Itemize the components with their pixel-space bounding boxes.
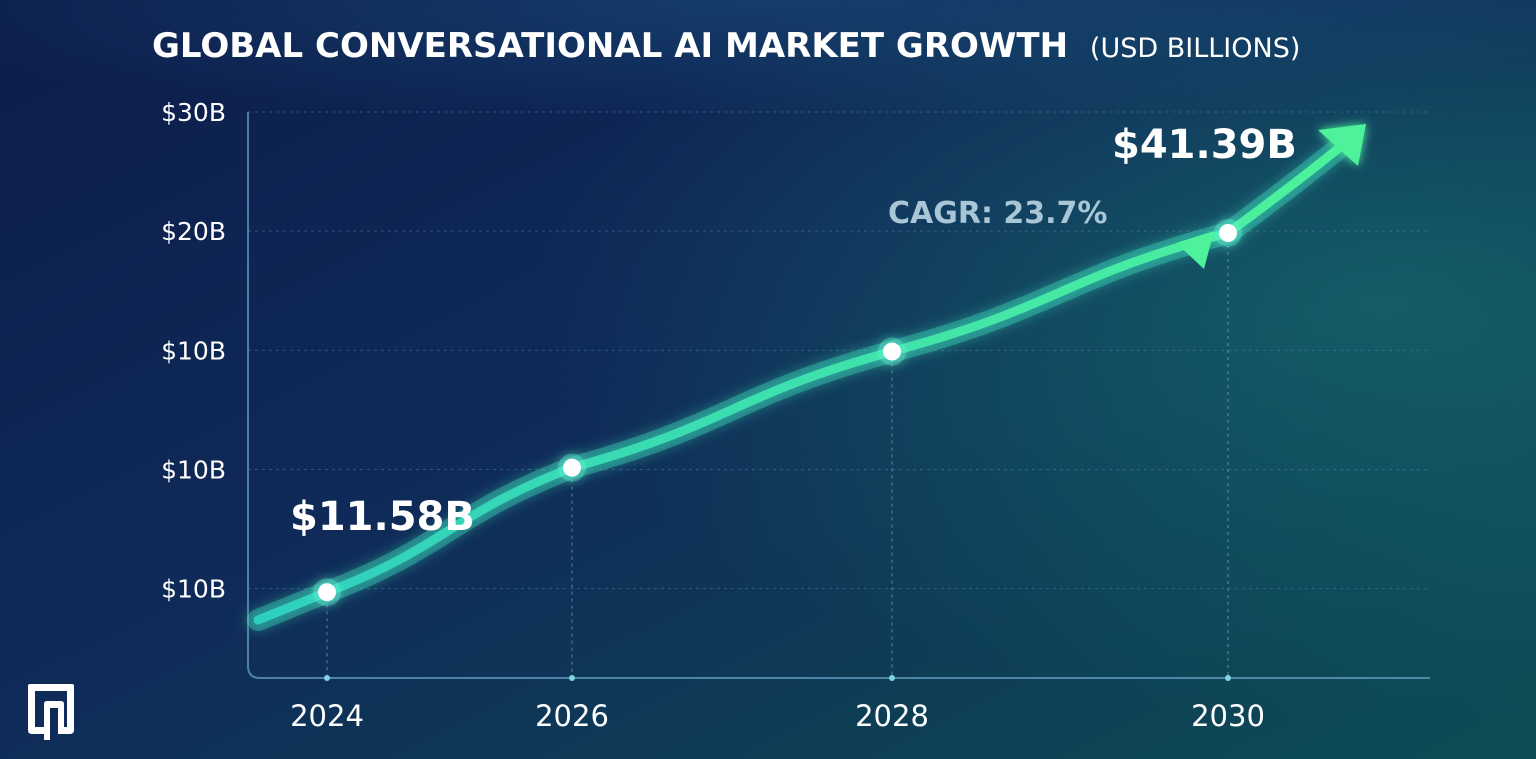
labels: $30B $20B $10B $10B $10B 2024 2026 2028 2030 [161,98,1265,733]
x-tick-mark [1225,675,1231,681]
data-point [563,458,581,477]
arrow-head [1318,124,1366,166]
series [247,124,1366,631]
cagr-label: CAGR: 23.7% [888,196,1107,231]
title-glow [0,0,1536,200]
axes [247,112,1430,681]
data-point [318,583,336,602]
y-tick-label: $10B [161,336,226,365]
x-tick-mark [889,675,895,681]
inner-arrow-head [1176,230,1214,269]
y-tick-label: $10B [161,455,226,484]
x-tick-label: 2028 [855,699,929,733]
x-tick-label: 2030 [1191,699,1265,733]
chart-title: GLOBAL CONVERSATIONAL AI MARKET GROWTH (… [152,26,1300,66]
x-tick-mark [324,675,330,681]
logo-mark-icon [28,684,74,740]
x-tick-mark [569,675,575,681]
grid [248,111,1430,678]
start-value-label: $11.58B [290,494,475,540]
end-value-label: $41.39B [1112,122,1297,168]
data-point [883,342,901,361]
axis-lines [247,112,1430,679]
y-tick-label: $20B [161,217,226,246]
y-tick-label: $30B [161,98,226,127]
data-point [1219,223,1237,242]
y-tick-label: $10B [161,575,226,604]
x-tick-label: 2026 [535,699,609,733]
x-tick-label: 2024 [290,699,364,733]
